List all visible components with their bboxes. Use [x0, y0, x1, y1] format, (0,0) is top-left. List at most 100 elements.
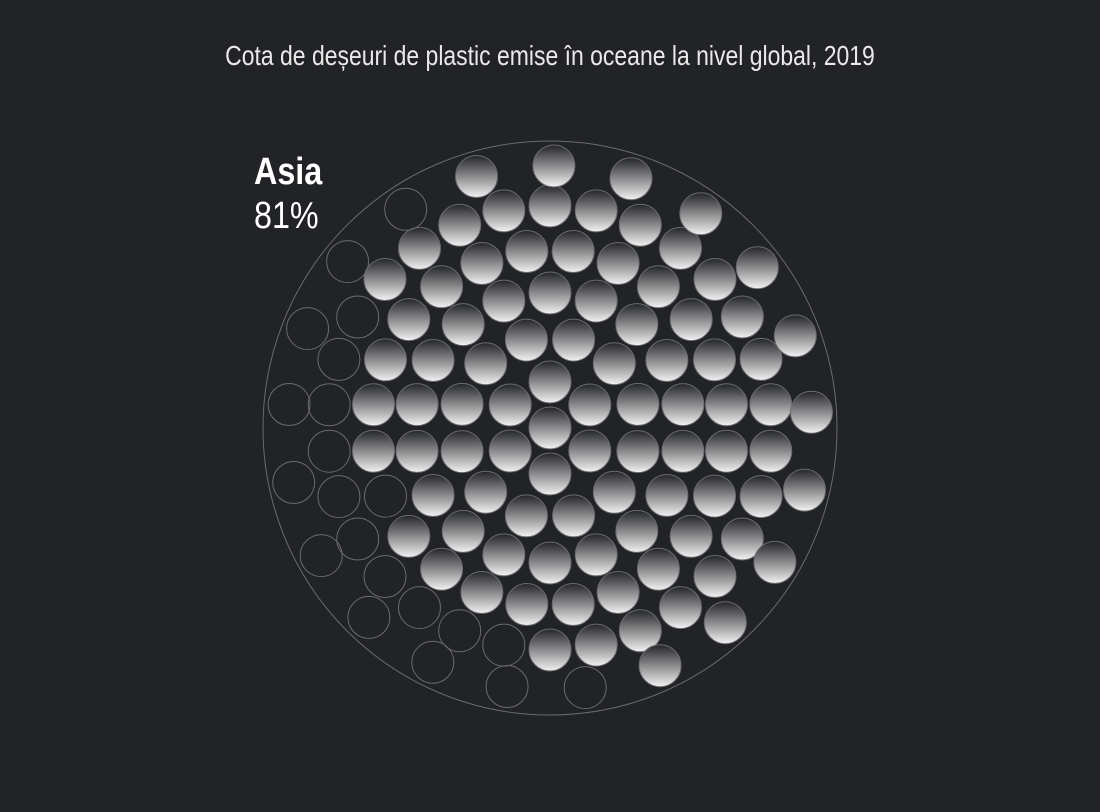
- other-share-dot: [272, 461, 316, 504]
- asia-share-dot: [592, 470, 636, 514]
- asia-share-dot: [387, 298, 431, 342]
- asia-share-dot: [488, 429, 532, 473]
- asia-share-dot: [364, 338, 407, 382]
- asia-share-dot: [464, 470, 508, 514]
- region-share: 81%: [254, 194, 319, 237]
- asia-share-dot: [551, 583, 595, 626]
- asia-share-dot: [352, 429, 395, 473]
- asia-share-dot: [552, 318, 596, 362]
- asia-share-dot: [420, 265, 464, 309]
- other-share-dot: [326, 240, 370, 284]
- asia-share-dot: [552, 494, 596, 538]
- other-share-dot: [438, 609, 482, 653]
- asia-share-dot: [790, 390, 833, 434]
- asia-share-dot: [636, 265, 680, 309]
- asia-share-dot: [411, 474, 455, 517]
- asia-share-dot: [615, 509, 659, 553]
- asia-share-dot: [720, 295, 764, 339]
- asia-share-dot: [482, 189, 526, 233]
- other-share-dot: [384, 187, 428, 231]
- other-share-dot: [347, 595, 391, 639]
- asia-share-dot: [703, 601, 747, 645]
- asia-share-dot: [705, 383, 748, 427]
- asia-share-dot: [783, 468, 826, 512]
- asia-share-dot: [574, 279, 618, 323]
- asia-share-dot: [440, 382, 484, 426]
- asia-share-dot: [739, 475, 783, 519]
- asia-share-dot: [618, 609, 662, 653]
- asia-share-dot: [528, 406, 572, 450]
- asia-share-dot: [504, 494, 548, 538]
- asia-share-dot: [352, 383, 395, 427]
- asia-share-dot: [596, 571, 640, 614]
- other-share-dot: [267, 383, 311, 426]
- asia-share-dot: [609, 157, 653, 201]
- asia-share-dot: [592, 342, 636, 386]
- asia-share-dot: [411, 339, 455, 382]
- asia-share-dot: [749, 429, 793, 473]
- asia-share-dot: [596, 242, 640, 285]
- asia-share-dot: [693, 474, 736, 518]
- asia-share-dot: [440, 430, 484, 474]
- asia-share-dot: [464, 342, 508, 386]
- asia-share-dot: [363, 258, 407, 301]
- other-share-dot: [336, 295, 380, 339]
- chart-title: Cota de deșeuri de plastic emise în ocea…: [225, 40, 875, 71]
- other-share-dot: [363, 555, 407, 598]
- other-share-dot: [485, 665, 529, 708]
- asia-share-dot: [739, 337, 783, 381]
- asia-share-dot: [455, 155, 498, 198]
- asia-share-dot: [616, 382, 660, 426]
- asia-share-dot: [645, 474, 689, 517]
- asia-share-dot: [395, 429, 439, 473]
- asia-share-dot: [528, 452, 572, 496]
- asia-share-dot: [661, 383, 705, 427]
- asia-share-dot: [568, 429, 612, 473]
- asia-share-dot: [387, 514, 431, 558]
- other-share-dot: [398, 586, 441, 630]
- asia-share-dot: [693, 258, 737, 301]
- asia-share-dot: [574, 189, 618, 233]
- asia-share-dot: [705, 429, 748, 473]
- asia-share-dot: [460, 571, 504, 614]
- asia-share-dot: [735, 246, 779, 290]
- other-share-dot: [299, 534, 343, 578]
- asia-share-dot: [661, 429, 705, 473]
- asia-share-dot: [659, 586, 702, 630]
- asia-share-dot: [398, 226, 441, 270]
- other-share-dot: [411, 640, 455, 684]
- asia-share-dot: [636, 547, 680, 591]
- asia-share-dot: [528, 184, 572, 228]
- asia-share-dot: [574, 623, 618, 667]
- outer-boundary-circle: [262, 140, 838, 716]
- asia-share-dot: [773, 314, 817, 358]
- asia-share-dot: [438, 203, 482, 247]
- asia-share-dot: [420, 547, 464, 591]
- other-share-dot: [364, 474, 407, 518]
- asia-share-dot: [753, 540, 797, 584]
- asia-share-dot: [659, 226, 702, 270]
- asia-share-dot: [679, 192, 723, 236]
- asia-share-dot: [551, 230, 595, 273]
- asia-share-dot: [749, 383, 793, 427]
- asia-share-dot: [568, 383, 612, 427]
- asia-share-dot: [528, 628, 572, 672]
- asia-share-dot: [720, 517, 764, 561]
- asia-share-dot: [505, 230, 549, 273]
- other-share-dot: [317, 337, 361, 381]
- asia-share-dot: [460, 242, 504, 285]
- other-share-dot: [336, 517, 380, 561]
- other-share-dot: [317, 475, 361, 519]
- asia-share-dot: [395, 383, 439, 427]
- asia-share-dot: [616, 430, 660, 474]
- asia-share-dot: [505, 583, 549, 626]
- asia-share-dot: [618, 203, 662, 247]
- asia-share-dot: [693, 338, 736, 382]
- other-share-dot: [482, 623, 526, 667]
- asia-share-dot: [482, 279, 526, 323]
- region-name: Asia: [254, 151, 323, 193]
- region-label: Asia 81%: [254, 151, 323, 238]
- asia-share-dot: [638, 644, 682, 688]
- asia-share-dot: [528, 271, 572, 315]
- asia-share-dot: [504, 318, 548, 362]
